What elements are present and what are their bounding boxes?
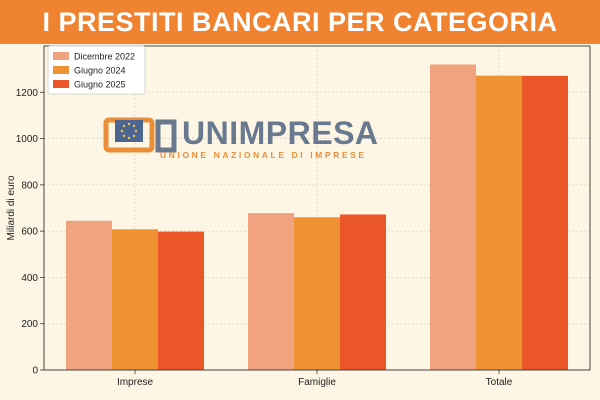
x-tick-label: Totale	[486, 377, 513, 388]
y-tick-label: 0	[32, 366, 38, 377]
bar-totale-3	[522, 75, 568, 371]
logo-tagline: UNIONE NAZIONALE DI IMPRESE	[160, 150, 367, 160]
chart-area: 0 200 400 600 800 1000 1200 Imprese Famiglie Tota…	[0, 44, 600, 400]
axes: 0 200 400 600 800 1000 1200 Imprese Famiglie Tota…	[16, 45, 591, 388]
bar-totale-1	[430, 64, 476, 370]
y-axis-title: Miliardi di euro	[6, 175, 17, 240]
page-title: I PRESTITI BANCARI PER CATEGORIA	[42, 6, 558, 37]
legend-swatch-3	[53, 80, 69, 88]
y-tick-label: 800	[21, 180, 38, 191]
legend: Dicembre 2022 Giugno 2024 Giugno 2025	[47, 45, 146, 95]
bar-imprese-1	[66, 220, 112, 370]
legend-swatch-1	[53, 52, 69, 60]
y-tick-label: 200	[21, 319, 38, 330]
unimpresa-logo: UNIMPRESA UNIONE NAZIONALE DI IMPRESE	[103, 115, 379, 160]
bar-famiglie-2	[294, 217, 340, 370]
bar-chart: 0 200 400 600 800 1000 1200 Imprese Famiglie Tota…	[6, 45, 591, 388]
bar-imprese-3	[158, 231, 204, 370]
legend-swatch-2	[53, 66, 69, 74]
bar-famiglie-1	[248, 213, 294, 370]
y-tick-label: 1200	[16, 88, 39, 99]
plot-frame	[43, 45, 591, 371]
title-banner: I PRESTITI BANCARI PER CATEGORIA	[0, 0, 600, 46]
x-tick-label: Imprese	[117, 377, 154, 388]
legend-box	[47, 45, 146, 95]
y-tick-label: 600	[21, 227, 38, 238]
x-tick-label: Famiglie	[298, 377, 336, 388]
y-tick-label: 1000	[16, 134, 39, 145]
bar-famiglie-3	[340, 214, 386, 370]
y-tick-label: 400	[21, 273, 38, 284]
bar-imprese-2	[112, 229, 158, 370]
bars	[66, 64, 568, 371]
unimpresa-logo-mark	[103, 117, 177, 153]
legend-label-1: Dicembre 2022	[74, 52, 135, 62]
bar-totale-2	[476, 75, 522, 370]
legend-label-3: Giugno 2025	[74, 80, 126, 90]
logo-wordmark: UNIMPRESA	[182, 115, 379, 151]
legend-label-2: Giugno 2024	[74, 66, 126, 76]
